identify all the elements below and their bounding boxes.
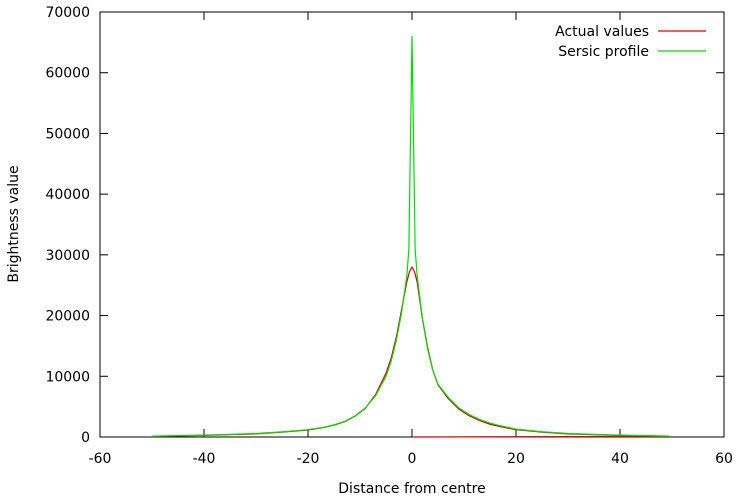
series-line-sersic xyxy=(151,35,670,437)
x-tick-label: -60 xyxy=(89,451,112,467)
x-tick-labels: -60 -40 -20 0 20 40 60 xyxy=(89,451,733,467)
x-tick-label: -40 xyxy=(193,451,216,467)
tick-marks xyxy=(99,11,725,438)
y-tick-label: 50000 xyxy=(45,126,90,142)
legend: Actual values Sersic profile xyxy=(555,24,706,60)
y-tick-label: 30000 xyxy=(45,248,90,264)
x-axis-title: Distance from centre xyxy=(338,481,485,496)
x-tick-label: -20 xyxy=(297,451,320,467)
y-tick-label: 40000 xyxy=(45,187,90,203)
series-line-actual-baseline xyxy=(411,435,670,438)
y-tick-label: 60000 xyxy=(45,66,90,82)
x-tick-label: 40 xyxy=(611,451,629,467)
y-tick-label: 20000 xyxy=(45,309,90,325)
x-tick-label: 0 xyxy=(408,451,417,467)
legend-label-actual: Actual values xyxy=(555,24,649,40)
y-tick-label: 70000 xyxy=(45,5,90,21)
series-layer xyxy=(151,35,670,438)
legend-label-sersic: Sersic profile xyxy=(558,44,649,60)
x-tick-label: 60 xyxy=(715,451,733,467)
series-line-actual xyxy=(151,266,670,437)
y-tick-label: 10000 xyxy=(45,369,90,385)
y-tick-label: 0 xyxy=(81,430,90,446)
x-tick-label: 20 xyxy=(507,451,525,467)
y-tick-labels: 0 10000 20000 30000 40000 50000 60000 70000 xyxy=(45,5,90,446)
y-axis-title: Brightness value xyxy=(6,165,22,282)
